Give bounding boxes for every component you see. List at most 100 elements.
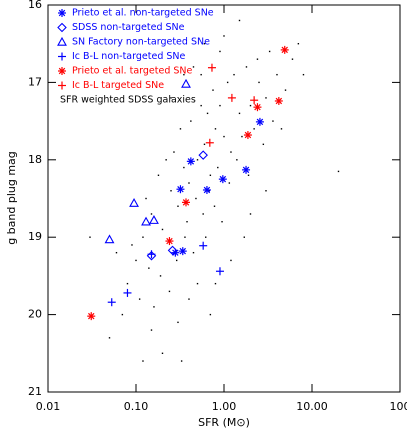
data-point <box>145 197 147 200</box>
data-point <box>206 112 209 115</box>
y-tick-label: 17 <box>28 75 42 88</box>
data-point <box>150 329 153 331</box>
marker-shape <box>233 73 235 76</box>
data-point <box>171 248 180 257</box>
data-point <box>258 81 260 84</box>
marker-shape <box>209 174 212 176</box>
marker-shape <box>183 73 185 76</box>
marker-shape <box>89 236 91 238</box>
y-tick-label: 18 <box>28 153 42 166</box>
marker-shape <box>249 104 252 107</box>
marker-shape <box>280 128 283 130</box>
data-point <box>121 313 124 316</box>
marker-stroke <box>172 249 179 256</box>
data-point <box>147 250 156 259</box>
data-point <box>241 135 243 138</box>
data-point <box>280 45 289 54</box>
marker-shape <box>159 275 162 277</box>
data-point <box>200 73 202 76</box>
marker-shape <box>228 182 231 184</box>
marker-shape <box>202 213 204 215</box>
marker-shape <box>129 198 139 207</box>
data-point <box>186 157 195 166</box>
data-point <box>217 166 219 169</box>
data-point <box>255 117 264 126</box>
marker-shape <box>135 259 137 262</box>
data-point <box>242 165 251 174</box>
data-point <box>142 360 144 362</box>
marker-shape <box>208 190 210 192</box>
data-point <box>188 182 190 184</box>
marker-shape <box>121 313 124 316</box>
legend-symbol <box>57 22 67 33</box>
marker-stroke <box>242 166 250 174</box>
marker-shape <box>142 360 144 362</box>
marker-shape <box>221 221 223 223</box>
marker-shape <box>161 352 164 354</box>
data-point <box>205 236 207 238</box>
legend-label: Prieto et al. targeted SNe <box>72 66 193 77</box>
marker-shape <box>131 244 133 246</box>
data-point <box>89 236 91 238</box>
y-tick-label: 21 <box>28 385 42 398</box>
data-point <box>253 128 255 130</box>
data-point <box>138 298 141 300</box>
data-point <box>203 143 206 146</box>
marker-shape <box>284 89 287 91</box>
data-point <box>219 104 221 107</box>
marker-shape <box>203 143 206 146</box>
data-point <box>184 236 186 238</box>
data-point <box>291 58 294 60</box>
marker-shape <box>104 234 115 244</box>
data-point <box>253 103 262 112</box>
data-point <box>173 151 175 153</box>
data-point <box>221 221 223 223</box>
marker-stroke <box>58 9 66 17</box>
marker-shape <box>209 313 212 316</box>
data-point <box>170 97 172 99</box>
marker-shape <box>142 236 144 238</box>
data-point <box>108 337 111 339</box>
marker-stroke <box>256 118 264 126</box>
marker-stroke <box>182 199 190 206</box>
data-point <box>115 251 118 254</box>
data-point <box>280 128 283 130</box>
data-point <box>196 282 199 285</box>
data-point <box>243 131 252 140</box>
marker-shape <box>236 159 238 161</box>
data-point <box>219 50 221 53</box>
data-point <box>250 96 259 105</box>
y-tick-label: 19 <box>28 230 42 243</box>
marker-shape <box>302 73 305 76</box>
marker-shape <box>177 321 179 324</box>
data-point <box>131 244 133 246</box>
marker-stroke <box>166 237 173 245</box>
marker-shape <box>214 282 217 285</box>
data-point <box>233 73 235 76</box>
marker-shape <box>268 50 271 53</box>
data-point <box>228 182 231 184</box>
marker-shape <box>245 66 248 68</box>
data-point <box>272 120 274 122</box>
data-point <box>192 66 195 68</box>
data-point <box>209 174 212 176</box>
data-point <box>297 43 300 45</box>
marker-shape <box>190 120 192 122</box>
marker-stroke <box>88 312 95 320</box>
data-point <box>214 282 217 285</box>
legend-symbol <box>58 52 66 61</box>
marker-shape <box>186 221 188 223</box>
marker-stroke <box>254 103 261 111</box>
data-point <box>227 93 236 102</box>
marker-shape <box>57 36 67 46</box>
marker-shape <box>165 159 167 161</box>
data-point <box>202 185 211 194</box>
data-point <box>236 159 238 161</box>
legend-symbol <box>58 81 66 90</box>
data-point <box>247 174 250 176</box>
marker-shape <box>108 337 111 339</box>
data-point <box>223 35 225 37</box>
data-point <box>180 360 183 362</box>
x-tick-label: 0.01 <box>36 400 61 413</box>
data-point <box>230 151 232 153</box>
